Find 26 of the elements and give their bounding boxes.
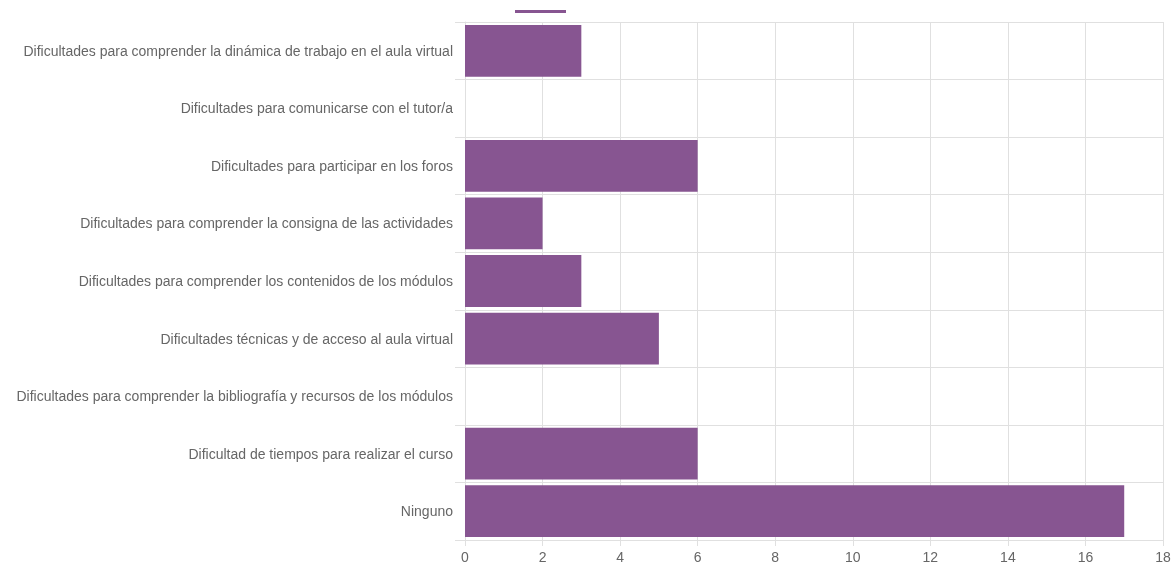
x-tick-label: 12 — [922, 549, 939, 564]
x-tick-label: 4 — [616, 549, 625, 564]
x-tick-label: 6 — [693, 549, 702, 564]
bar — [465, 255, 582, 307]
x-tick-label: 18 — [1155, 549, 1171, 564]
bar — [465, 24, 582, 77]
x-tick-label: 2 — [538, 549, 547, 564]
x-tick-label: 16 — [1077, 549, 1094, 564]
bar — [465, 197, 543, 250]
bar — [465, 427, 698, 480]
y-tick-label: Dificultades para comunicarse con el tutor/a — [180, 100, 454, 117]
bar — [465, 139, 698, 192]
x-tick-label: 0 — [461, 549, 470, 564]
y-tick-label: Dificultades técnicas y de acceso al aula virtual — [160, 330, 453, 347]
y-tick-label: Dificultades para comprender la consigna de las actividades — [80, 215, 453, 232]
y-tick-label: Dificultad de tiempos para realizar el curso — [188, 445, 454, 462]
x-tick-label: 8 — [771, 549, 780, 564]
y-tick-label: Dificultades para comprender los contenidos de los módulos — [78, 273, 453, 289]
bar — [465, 312, 659, 365]
y-tick-label: Dificultades para participar en los foros — [210, 157, 453, 174]
y-tick-label: Ninguno — [400, 503, 454, 520]
x-tick-label: 14 — [1000, 549, 1016, 564]
x-tick-label: 10 — [844, 549, 861, 564]
bar — [465, 485, 1125, 538]
y-tick-label: Dificultades para comprender la dinámica de trabajo en el aula virtual — [23, 42, 453, 59]
y-tick-label: Dificultades para comprender la bibliografía y recursos de los módulos — [16, 388, 453, 405]
